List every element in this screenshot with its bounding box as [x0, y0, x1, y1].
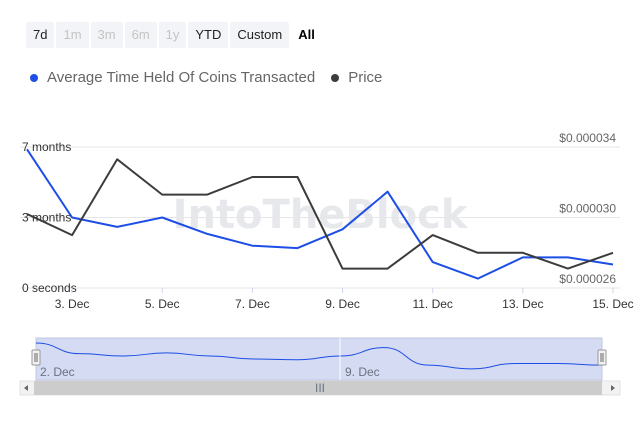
x-tick-label: 13. Dec	[502, 297, 543, 311]
legend-item-price[interactable]: Price	[331, 69, 382, 86]
watermark-text: IntoTheBlock	[173, 192, 469, 238]
left-axis: 0 seconds 3 months 7 months	[22, 140, 77, 295]
range-button-1m[interactable]: 1m	[56, 22, 89, 48]
series-group	[26, 148, 614, 280]
left-tick-label: 3 months	[22, 211, 71, 225]
left-tick-label: 7 months	[22, 140, 71, 154]
range-button-3m[interactable]: 3m	[90, 22, 123, 48]
scroll-left-arrow-icon[interactable]	[24, 385, 28, 391]
x-tick-label: 9. Dec	[325, 297, 360, 311]
range-button-ytd[interactable]: YTD	[188, 22, 229, 48]
range-button-6m[interactable]: 6m	[124, 22, 157, 48]
right-tick-label: $0.000030	[559, 202, 616, 216]
x-tick-label: 7. Dec	[235, 297, 270, 311]
left-tick-label: 0 seconds	[22, 281, 77, 295]
range-button-1y[interactable]: 1y	[158, 22, 187, 48]
right-tick-label: $0.000034	[559, 131, 616, 145]
scrollbar-grip: III	[315, 381, 325, 395]
x-tick-label: 3. Dec	[55, 297, 90, 311]
series-line-average-time-held	[26, 148, 614, 280]
navigator-label: 9. Dec	[345, 365, 380, 379]
legend: Average Time Held Of Coins Transacted Pr…	[30, 69, 398, 86]
legend-label-price: Price	[348, 69, 383, 86]
legend-label-average-time-held: Average Time Held Of Coins Transacted	[47, 69, 316, 86]
range-selector: 7d 1m 3m 6m 1y YTD Custom All	[26, 22, 322, 48]
x-tick-label: 15. Dec	[592, 297, 633, 311]
scrollbar-thumb[interactable]	[34, 381, 602, 395]
navigator[interactable]: 2. Dec 9. Dec III	[19, 337, 621, 396]
navigator-handle-right[interactable]	[597, 349, 607, 366]
navigator-handle-left[interactable]	[31, 349, 41, 366]
legend-dot-dark	[331, 73, 340, 82]
x-axis: 3. Dec 5. Dec 7. Dec 9. Dec 11. Dec 13. Dec 15…	[55, 288, 634, 311]
series-line-price	[26, 158, 614, 270]
legend-item-average-time-held[interactable]: Average Time Held Of Coins Transacted	[30, 69, 315, 86]
navigator-window	[35, 337, 603, 381]
grid	[20, 146, 620, 289]
right-axis: $0.000026 $0.000030 $0.000034	[559, 131, 616, 286]
x-tick-label: 11. Dec	[412, 297, 452, 311]
scroll-right-arrow-icon[interactable]	[611, 385, 615, 391]
navigator-line	[35, 342, 603, 370]
x-tick-label: 5. Dec	[145, 297, 180, 311]
legend-dot-blue	[30, 73, 38, 82]
navigator-label: 2. Dec	[40, 365, 75, 379]
right-tick-label: $0.000026	[559, 272, 616, 286]
range-button-all[interactable]: All	[291, 22, 322, 48]
range-button-custom[interactable]: Custom	[230, 22, 290, 48]
range-button-7d[interactable]: 7d	[26, 22, 55, 48]
